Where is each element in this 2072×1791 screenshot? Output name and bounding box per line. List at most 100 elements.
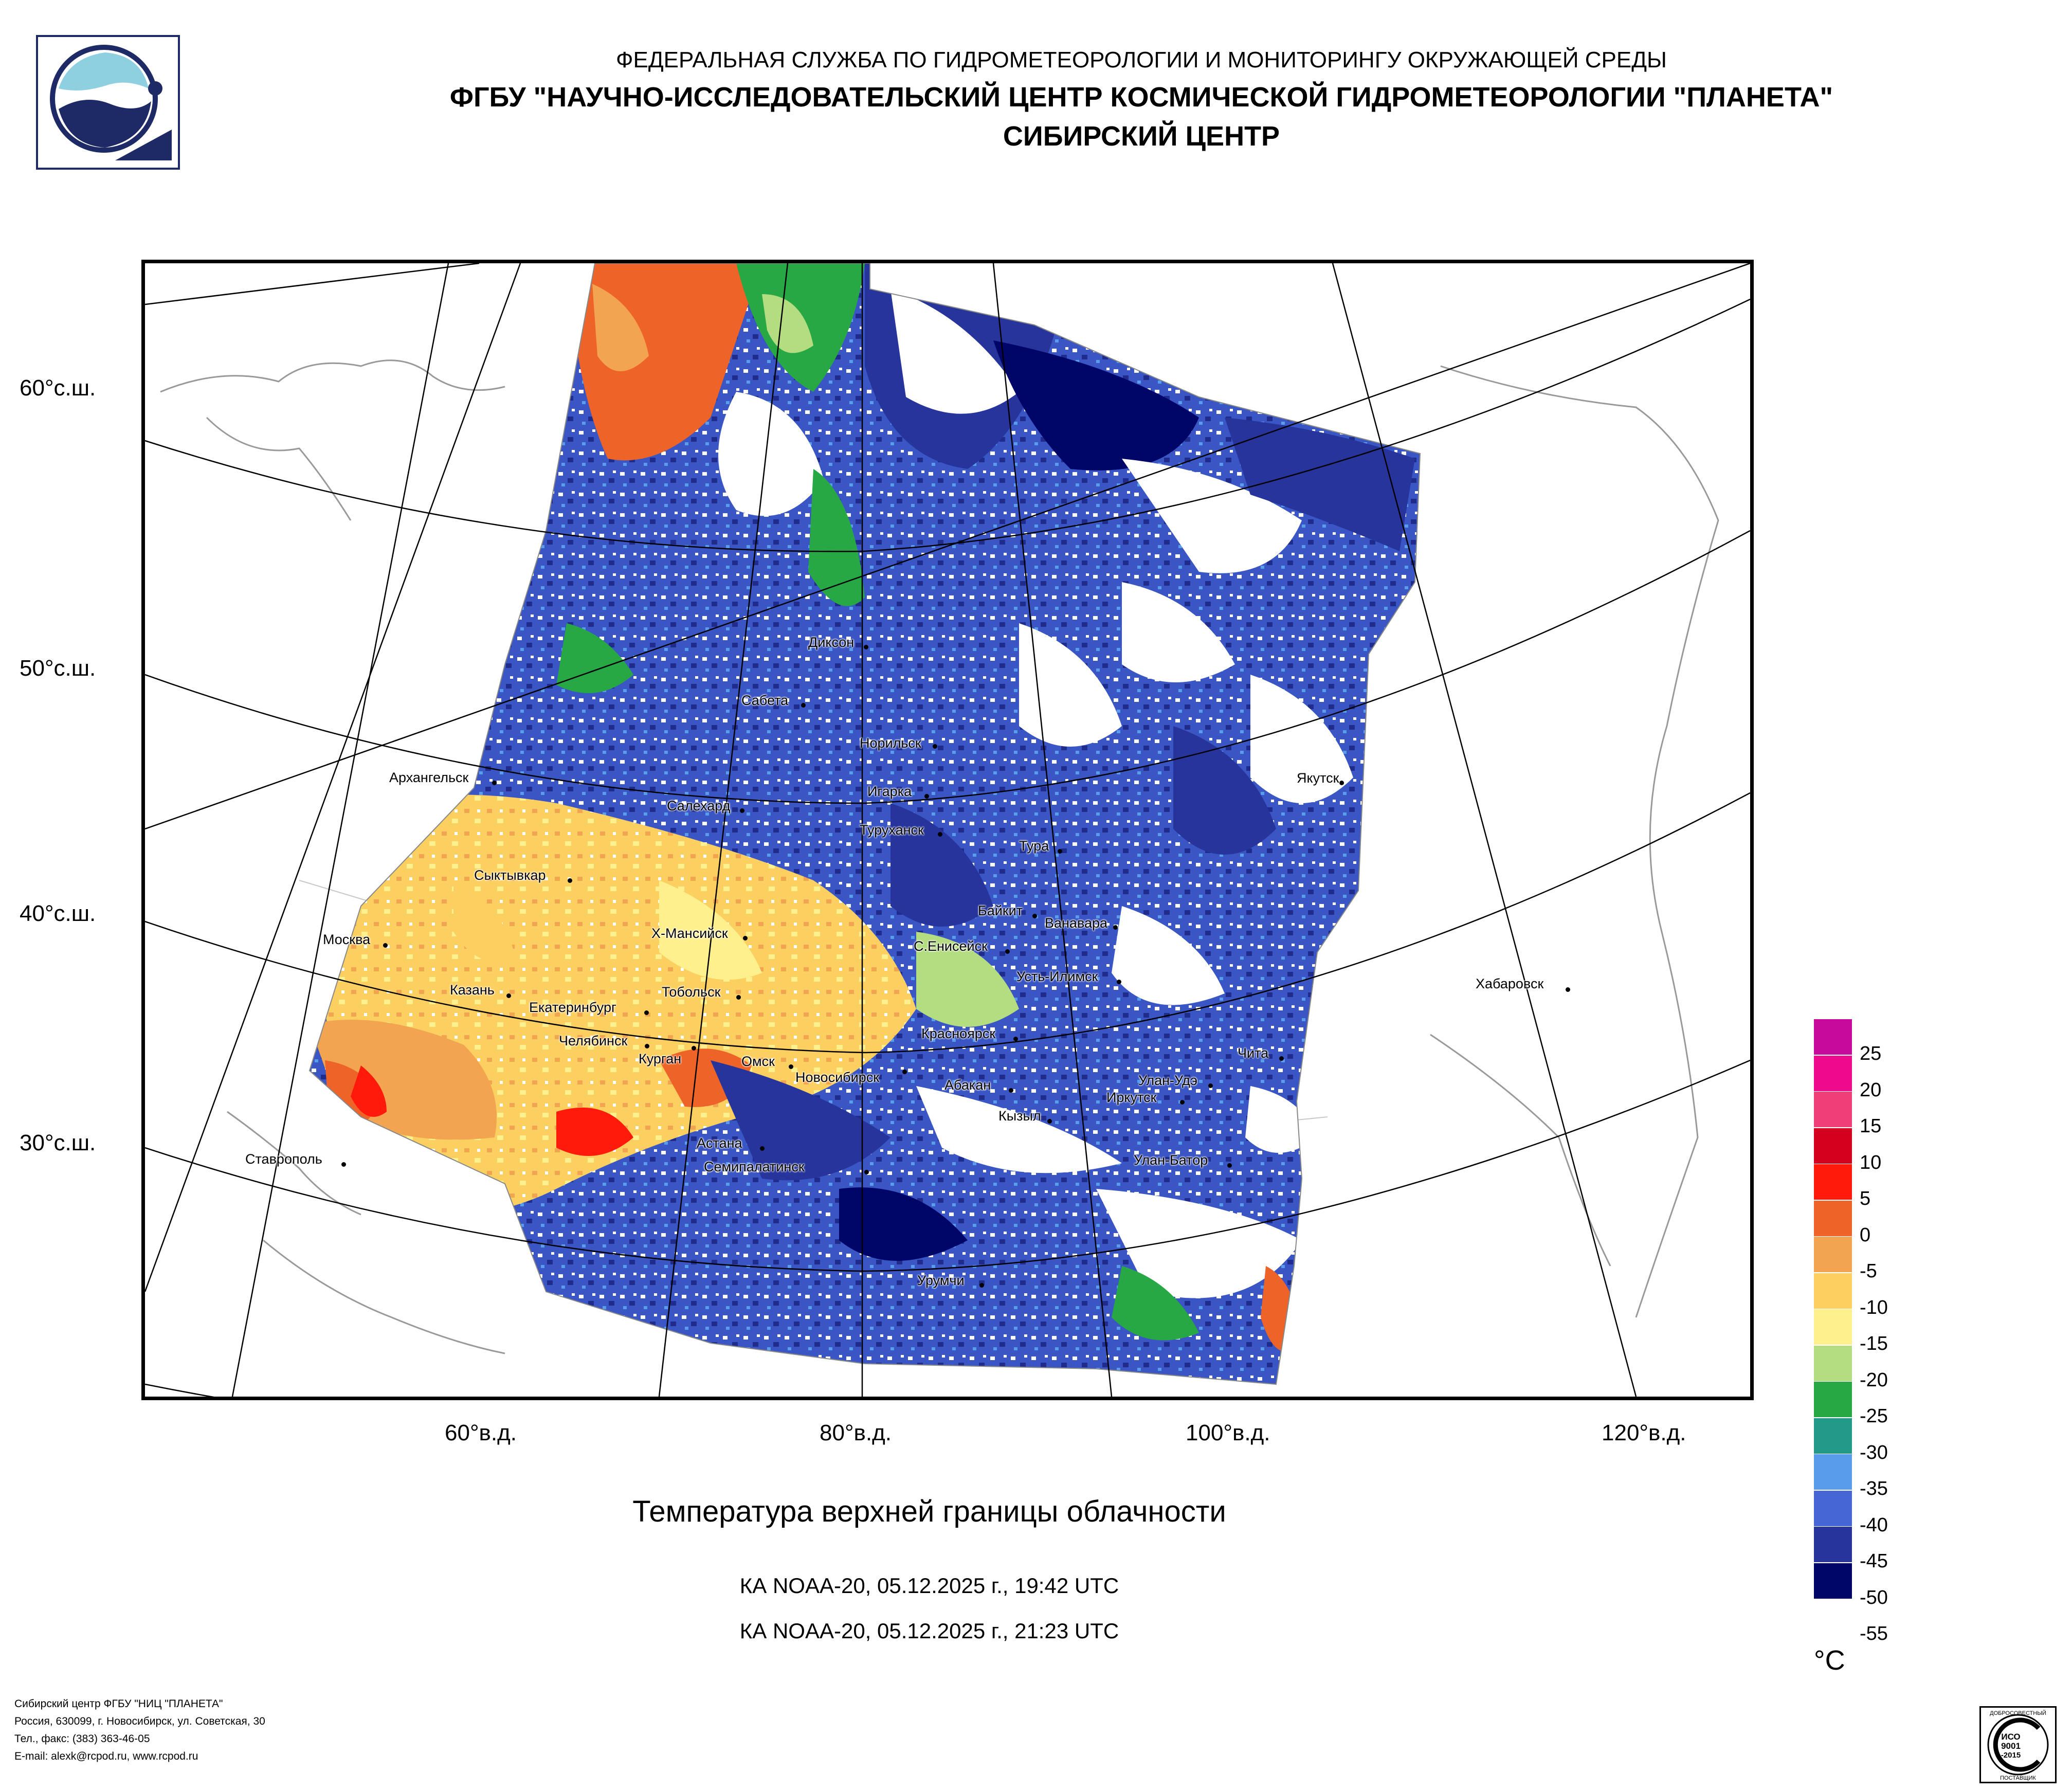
- city-label: Игарка: [867, 784, 912, 799]
- legend-label: 15: [1860, 1115, 1882, 1137]
- city-label: Усть-Илимск: [1016, 969, 1098, 984]
- cloud-top-imagery: [310, 263, 1420, 1384]
- city-dot: [801, 703, 806, 708]
- legend-label: 0: [1860, 1224, 1871, 1246]
- city-dot: [864, 645, 868, 649]
- legend-label: 20: [1860, 1079, 1882, 1101]
- city-label: Сабета: [741, 693, 789, 708]
- lat-label-60: 60°с.ш.: [20, 375, 96, 401]
- lat-label-50: 50°с.ш.: [20, 656, 96, 681]
- city-label: Сыктывкар: [474, 867, 546, 883]
- city-dot: [740, 808, 744, 813]
- city-label: Казань: [450, 982, 495, 998]
- cert-2015-text: -2015: [2001, 1751, 2021, 1760]
- legend-label: -10: [1860, 1296, 1888, 1318]
- city-label: Улан-Батор: [1134, 1152, 1208, 1168]
- city-label: Байкит: [978, 903, 1023, 918]
- footer-line-1: Сибирский центр ФГБУ "НИЦ "ПЛАНЕТА": [14, 1698, 223, 1710]
- city-dot: [864, 1170, 869, 1174]
- city-label: Кызыл: [998, 1108, 1041, 1124]
- legend-label: -35: [1860, 1478, 1888, 1499]
- pass-info-1: КА NOAA-20, 05.12.2025 г., 19:42 UTC: [739, 1573, 1119, 1598]
- city-dot: [1047, 1119, 1052, 1124]
- city-label: Абакан: [944, 1077, 991, 1093]
- city-label: Иркутск: [1106, 1090, 1157, 1105]
- legend-swatch: [1814, 1454, 1852, 1490]
- city-label: Х-Мансийск: [651, 926, 728, 941]
- city-dot: [979, 1283, 984, 1288]
- city-dot: [1005, 949, 1010, 954]
- city-dot: [383, 943, 388, 948]
- legend-label: 5: [1860, 1188, 1871, 1209]
- city-dot: [789, 1064, 793, 1069]
- city-dot: [924, 794, 929, 799]
- city-label: Салехард: [667, 798, 731, 813]
- city-label: Тура: [1019, 838, 1049, 854]
- legend-label: -45: [1860, 1550, 1888, 1572]
- swath-outline: [308, 263, 1421, 1385]
- map-canvas: [145, 263, 1750, 1397]
- city-dot: [938, 832, 942, 837]
- city-dot: [692, 1046, 696, 1051]
- footer-line-2: Россия, 630099, г. Новосибирск, ул. Сове…: [14, 1715, 265, 1727]
- cert-top-text: ДОБРОСОВЕСТНЫЙ: [1990, 1710, 2046, 1716]
- city-label: Ванавара: [1045, 915, 1108, 931]
- city-dot: [1180, 1100, 1185, 1105]
- cloud-top-temperature-map[interactable]: Диксон Сабета Норильск Игарка Архангельс…: [141, 260, 1754, 1400]
- legend-swatch: [1814, 1345, 1852, 1381]
- city-label: Норильск: [860, 735, 921, 751]
- lon-label-60: 60°в.д.: [445, 1420, 517, 1445]
- city-dot: [645, 1044, 649, 1048]
- city-label: Екатеринбург: [529, 1000, 616, 1015]
- footer-line-4[interactable]: E-mail: alexk@rcpod.ru, www.rcpod.ru: [14, 1750, 198, 1762]
- city-dot: [1566, 987, 1570, 992]
- city-label: Улан-Удэ: [1138, 1073, 1197, 1088]
- city-dot: [1227, 1163, 1232, 1168]
- legend-swatch: [1814, 1092, 1852, 1127]
- center-name: СИБИРСКИЙ ЦЕНТР: [1003, 121, 1280, 152]
- city-dot: [743, 936, 748, 940]
- city-label: Курган: [639, 1051, 682, 1066]
- legend-unit: °C: [1814, 1645, 1845, 1676]
- city-label: Омск: [741, 1054, 775, 1069]
- legend-swatch: [1814, 1418, 1852, 1454]
- city-label: Тобольск: [662, 984, 721, 1000]
- legend-swatch: [1814, 1200, 1852, 1236]
- coastlines: [160, 359, 1719, 1354]
- legend-swatch: [1814, 1128, 1852, 1164]
- lat-label-40: 40°с.ш.: [20, 901, 96, 926]
- city-dot: [1032, 914, 1037, 918]
- city-label: Ставрополь: [245, 1151, 322, 1167]
- legend-label: 25: [1860, 1043, 1882, 1064]
- city-label: Хабаровск: [1476, 976, 1544, 991]
- city-label: Красноярск: [921, 1026, 996, 1041]
- city-label: Чита: [1238, 1045, 1269, 1061]
- iso-certificate-badge: ДОБРОСОВЕСТНЫЙ ИСО 9001 -2015 ПОСТАВЩИК: [1979, 1706, 2057, 1783]
- city-label: Москва: [323, 932, 371, 947]
- city-dot: [1279, 1056, 1284, 1061]
- legend-swatch: [1814, 1237, 1852, 1272]
- cert-iso-text: ИСО: [2001, 1732, 2020, 1742]
- city-label: Семипалатинск: [704, 1159, 805, 1174]
- legend-swatch: [1814, 1164, 1852, 1200]
- legend-swatch: [1814, 1309, 1852, 1345]
- map-title: Температура верхней границы облачности: [632, 1495, 1226, 1528]
- city-label: Астана: [697, 1135, 742, 1151]
- city-dot: [1009, 1088, 1013, 1093]
- cert-bottom-text: ПОСТАВЩИК: [2000, 1775, 2036, 1781]
- city-dot: [1013, 1037, 1018, 1041]
- legend-label: -20: [1860, 1369, 1888, 1391]
- city-label: Челябинск: [559, 1033, 628, 1048]
- lon-label-100: 100°в.д.: [1186, 1420, 1270, 1445]
- legend-label: -30: [1860, 1441, 1888, 1463]
- legend-label: -50: [1860, 1586, 1888, 1608]
- agency-name: ФЕДЕРАЛЬНАЯ СЛУЖБА ПО ГИДРОМЕТЕОРОЛОГИИ …: [616, 47, 1667, 73]
- graticule: [145, 263, 1750, 1397]
- city-dot: [644, 1010, 649, 1015]
- lon-label-120: 120°в.д.: [1602, 1420, 1686, 1445]
- legend-swatch: [1814, 1382, 1852, 1417]
- organization-logo: [36, 35, 180, 170]
- legend-label: -5: [1860, 1260, 1877, 1282]
- city-dot: [1339, 781, 1344, 785]
- city-dot: [341, 1162, 346, 1167]
